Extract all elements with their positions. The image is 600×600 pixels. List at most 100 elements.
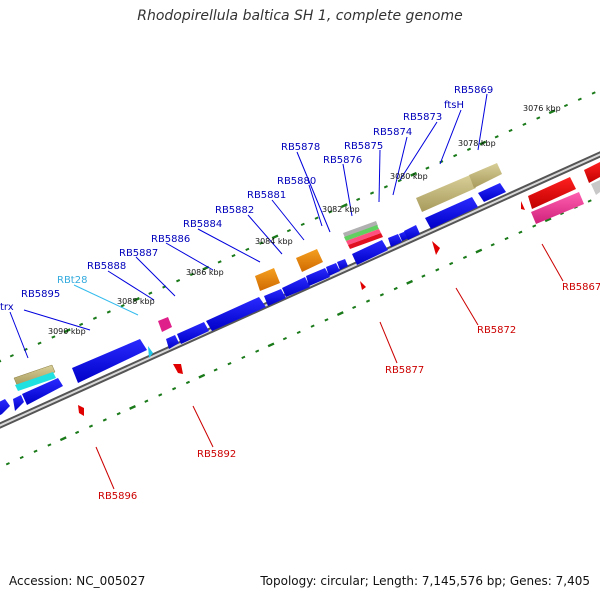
- gene-label[interactable]: RB5882: [215, 205, 254, 216]
- tick-row-top: [0, 91, 596, 363]
- gene-label[interactable]: RB5881: [247, 190, 286, 201]
- minor-tick: [310, 324, 315, 328]
- major-tick: [340, 203, 348, 209]
- gene-label[interactable]: RB5884: [183, 219, 222, 230]
- gene-label[interactable]: trx: [0, 302, 14, 313]
- colored-feature-blocks: [13, 163, 502, 391]
- minor-tick: [9, 354, 14, 358]
- gene-label[interactable]: RB5877: [385, 365, 424, 376]
- gene-label[interactable]: RB5895: [21, 289, 60, 300]
- misc-feature[interactable]: [416, 175, 476, 212]
- minor-tick: [449, 261, 454, 266]
- gene-label[interactable]: RB5873: [403, 112, 442, 123]
- minor-tick: [300, 222, 305, 227]
- minor-tick: [37, 341, 42, 345]
- minor-tick: [504, 236, 509, 241]
- cds-feature[interactable]: [282, 277, 310, 297]
- minor-tick: [393, 286, 398, 291]
- gene-label[interactable]: RB5888: [87, 261, 126, 272]
- rna-feature[interactable]: [78, 405, 84, 416]
- minor-tick: [102, 418, 107, 422]
- trna-feature[interactable]: [148, 346, 153, 358]
- cds-feature[interactable]: [478, 183, 506, 202]
- cds-feature[interactable]: [388, 234, 402, 247]
- cds-feature[interactable]: [166, 335, 179, 349]
- misc-feature[interactable]: [296, 249, 323, 272]
- minor-tick: [282, 336, 287, 341]
- gene-label[interactable]: RB5874: [373, 127, 412, 138]
- minor-tick: [356, 197, 361, 201]
- rrna-feature[interactable]: [13, 364, 56, 386]
- minor-tick: [33, 449, 38, 453]
- gene-label[interactable]: RB5876: [323, 155, 362, 166]
- cds-feature[interactable]: [13, 395, 24, 411]
- rna-feature[interactable]: [528, 177, 576, 209]
- rna-feature[interactable]: [360, 281, 366, 290]
- cds-feature[interactable]: [352, 240, 388, 265]
- gene-label[interactable]: RB5896: [98, 491, 137, 502]
- ncrna-feature[interactable]: [158, 317, 172, 332]
- gene-label[interactable]: RB5887: [119, 248, 158, 259]
- rna-feature[interactable]: [521, 201, 525, 210]
- cds-feature[interactable]: [177, 322, 209, 344]
- minor-tick: [296, 330, 301, 335]
- rrna-stack-feature[interactable]: [346, 229, 381, 245]
- minor-tick: [75, 430, 80, 435]
- minor-tick: [559, 211, 565, 216]
- minor-tick: [536, 116, 541, 120]
- misc-feature[interactable]: [469, 163, 502, 188]
- cds-feature[interactable]: [264, 289, 286, 306]
- rna-feature[interactable]: [432, 241, 440, 255]
- gene-label[interactable]: ftsH: [444, 100, 464, 111]
- major-tick: [336, 311, 344, 317]
- minor-tick: [185, 380, 190, 385]
- minor-tick: [19, 455, 24, 460]
- misc-feature[interactable]: [255, 268, 280, 291]
- minor-tick: [120, 304, 125, 308]
- kbp-label: 3076 kbp: [523, 104, 561, 113]
- gene-label[interactable]: RB5872: [477, 325, 516, 336]
- minor-tick: [51, 335, 56, 339]
- gene-label[interactable]: RBt28: [57, 275, 87, 286]
- kbp-label: 3084 kbp: [255, 237, 293, 246]
- gene-label[interactable]: RB5878: [281, 142, 320, 153]
- gene-label[interactable]: RB5875: [344, 141, 383, 152]
- gene-label[interactable]: RB5867: [562, 282, 600, 293]
- gene-label[interactable]: RB5869: [454, 85, 493, 96]
- cds-feature[interactable]: [72, 339, 147, 383]
- cds-feature[interactable]: [306, 268, 330, 286]
- forward-strand-features: [0, 183, 506, 418]
- major-tick: [544, 217, 552, 223]
- major-tick: [271, 234, 279, 240]
- cds-feature[interactable]: [22, 378, 63, 405]
- rna-feature[interactable]: [531, 192, 584, 224]
- rrna-stack-feature[interactable]: [343, 221, 378, 238]
- minor-tick: [522, 122, 527, 126]
- minor-tick: [213, 368, 218, 372]
- rna-feature[interactable]: [584, 162, 600, 183]
- minor-tick: [259, 241, 264, 245]
- minor-tick: [591, 91, 596, 95]
- rrna-feature[interactable]: [15, 372, 56, 391]
- gene-label[interactable]: RB5880: [277, 176, 316, 187]
- kbp-label: 3078 kbp: [458, 139, 496, 148]
- cds-feature[interactable]: [425, 197, 478, 229]
- minor-tick: [508, 128, 513, 133]
- kbp-label: 3090 kbp: [48, 327, 86, 336]
- minor-tick: [518, 230, 523, 234]
- cds-feature[interactable]: [326, 263, 340, 276]
- rna-feature[interactable]: [173, 364, 183, 374]
- gene-label[interactable]: RB5886: [151, 234, 190, 245]
- rrna-stack-feature[interactable]: [348, 233, 383, 249]
- grey-feature[interactable]: [591, 180, 600, 195]
- gene-label[interactable]: RB5892: [197, 449, 236, 460]
- cds-feature[interactable]: [337, 259, 348, 270]
- minor-tick: [425, 166, 430, 170]
- rrna-stack-feature[interactable]: [344, 225, 379, 241]
- cds-feature[interactable]: [206, 297, 266, 331]
- minor-tick: [245, 247, 250, 252]
- cds-feature[interactable]: [0, 399, 10, 418]
- minor-tick: [314, 216, 319, 220]
- minor-tick: [328, 210, 333, 214]
- cds-feature[interactable]: [404, 225, 420, 240]
